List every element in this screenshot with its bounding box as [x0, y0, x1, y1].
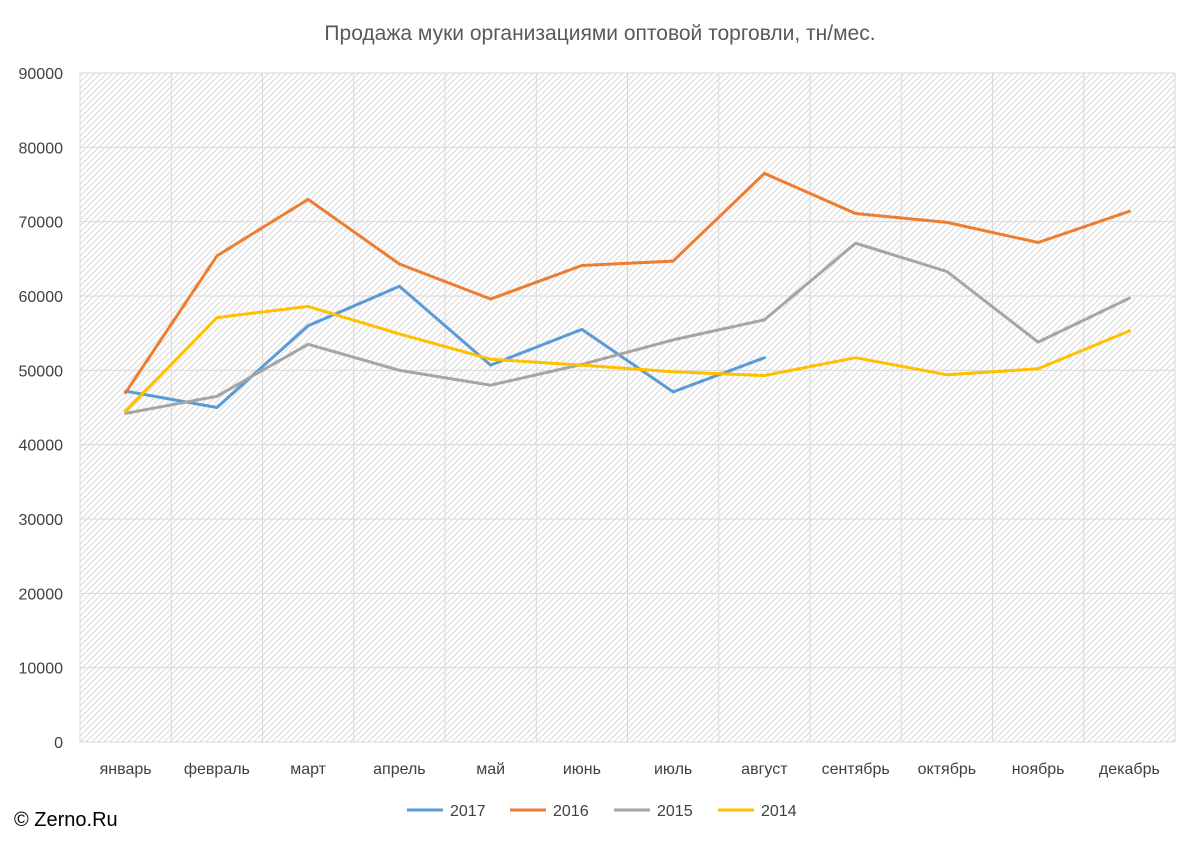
x-axis-ticks: январь февраль март апрель май июнь июль август… [100, 761, 1160, 778]
legend: 2017 2016 2015 2014 [407, 803, 797, 820]
series-line-2017 [124, 284, 766, 409]
legend-label-2014: 2014 [761, 803, 797, 820]
x-tick-label: апрель [373, 761, 426, 778]
x-tick-label: декабрь [1099, 761, 1160, 778]
x-tick-label: январь [100, 761, 152, 778]
y-tick-label: 80000 [19, 140, 64, 157]
legend-label-2017: 2017 [450, 803, 486, 820]
x-tick-label: август [741, 761, 788, 778]
series-line-2015 [124, 241, 1131, 415]
y-axis-ticks: 0 10000 20000 30000 40000 50000 60000 70000 8000… [19, 66, 64, 752]
y-tick-label: 60000 [19, 289, 64, 306]
y-tick-label: 30000 [19, 512, 64, 529]
legend-label-2016: 2016 [553, 803, 589, 820]
copyright-text: © Zerno.Ru [14, 809, 118, 831]
x-tick-label: февраль [184, 761, 250, 778]
x-tick-label: сентябрь [822, 761, 890, 778]
x-tick-label: октябрь [918, 761, 976, 778]
x-tick-label: март [290, 761, 326, 778]
chart-title: Продажа муки организациями оптовой торго… [324, 22, 875, 45]
y-tick-label: 20000 [19, 586, 64, 603]
y-tick-label: 0 [54, 735, 63, 752]
y-tick-label: 10000 [19, 661, 64, 678]
x-tick-label: ноябрь [1012, 761, 1065, 778]
x-tick-label: июнь [563, 761, 601, 778]
gridlines [79, 72, 1176, 743]
series-line-2016 [124, 171, 1131, 395]
y-tick-label: 50000 [19, 363, 64, 380]
legend-label-2015: 2015 [657, 803, 693, 820]
y-tick-label: 90000 [19, 66, 64, 83]
series-line-2014 [124, 304, 1131, 413]
y-tick-label: 40000 [19, 438, 64, 455]
x-tick-label: май [476, 761, 505, 778]
y-tick-label: 70000 [19, 215, 64, 232]
x-tick-label: июль [654, 761, 692, 778]
series-lines [124, 171, 1131, 415]
